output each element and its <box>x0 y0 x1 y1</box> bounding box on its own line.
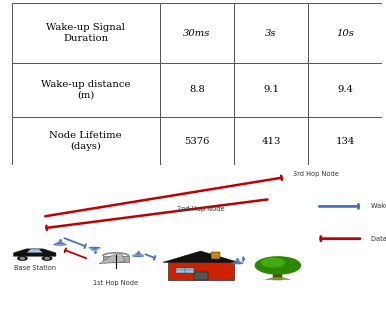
Polygon shape <box>99 253 125 264</box>
Bar <box>12 117 160 165</box>
Circle shape <box>256 257 301 274</box>
Text: 134: 134 <box>335 137 355 145</box>
Bar <box>308 3 382 63</box>
Bar <box>308 117 382 165</box>
Text: 30ms: 30ms <box>183 29 210 38</box>
Text: Wake-up distance
(m): Wake-up distance (m) <box>41 80 130 100</box>
Text: 3s: 3s <box>265 29 277 38</box>
Bar <box>273 272 283 280</box>
Circle shape <box>18 256 27 260</box>
Bar <box>234 3 308 63</box>
Text: Wake-up Signal
Duration: Wake-up Signal Duration <box>46 23 125 43</box>
Bar <box>160 63 234 117</box>
Bar <box>160 3 234 63</box>
Bar <box>234 63 308 117</box>
Polygon shape <box>14 249 56 256</box>
Bar <box>193 272 208 280</box>
Text: 5376: 5376 <box>184 137 210 145</box>
Circle shape <box>20 258 25 259</box>
Circle shape <box>262 258 284 267</box>
Bar <box>103 256 129 262</box>
Bar <box>234 117 308 165</box>
Text: 9.1: 9.1 <box>263 85 279 95</box>
Text: 9.4: 9.4 <box>337 85 353 95</box>
Bar <box>308 63 382 117</box>
Circle shape <box>42 256 52 260</box>
Text: 8.8: 8.8 <box>189 85 205 95</box>
Text: 10s: 10s <box>336 29 354 38</box>
Bar <box>160 117 234 165</box>
Polygon shape <box>266 277 290 280</box>
Bar <box>12 3 160 63</box>
Bar <box>168 262 234 280</box>
Text: 1st Hop Node: 1st Hop Node <box>93 280 138 286</box>
Text: Node Lifetime
(days): Node Lifetime (days) <box>49 131 122 151</box>
Polygon shape <box>163 251 239 262</box>
Bar <box>211 252 220 259</box>
Text: Base Station: Base Station <box>14 265 56 271</box>
Polygon shape <box>27 249 43 253</box>
Text: 413: 413 <box>261 137 281 145</box>
Text: 3rd Hop Node: 3rd Hop Node <box>293 171 339 177</box>
Text: 2nd Hop Node: 2nd Hop Node <box>177 206 225 212</box>
Bar <box>176 268 194 273</box>
Text: Wake-up Signal: Wake-up Signal <box>371 203 386 209</box>
Circle shape <box>45 258 49 259</box>
Bar <box>12 63 160 117</box>
Text: Data Transfer: Data Transfer <box>371 236 386 242</box>
